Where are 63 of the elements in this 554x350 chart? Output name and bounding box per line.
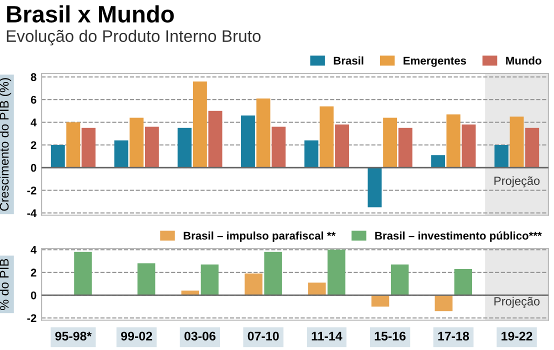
bar [328,250,346,296]
y-tick-label: -2 [27,314,36,322]
bar [241,115,255,168]
bar [383,118,398,168]
bar [335,124,349,168]
bar [50,144,65,168]
bar [390,264,409,296]
bar [371,295,390,307]
y-tick-label: 2 [30,141,36,149]
bar [431,155,446,168]
bar [308,282,326,296]
bar [192,81,207,168]
bar [510,116,524,168]
x-tick-label: 95-98* [55,332,92,341]
band-label: Projeção [494,176,540,188]
bar [454,269,472,296]
x-tick-label: 11-14 [312,332,342,340]
y-tick-label: -2 [27,186,36,194]
bar [368,168,382,208]
bar [66,122,80,168]
y-tick-label: 6 [30,96,36,104]
y-tick-label: 4 [30,246,37,254]
bar [144,126,159,168]
bar [525,128,540,168]
bar [244,274,262,296]
bar [114,140,128,168]
chart-subtitle: Evolução do Produto Interno Bruto [6,30,261,46]
bar [130,118,144,168]
x-tick-label: 99-02 [121,332,152,341]
bar [398,128,412,168]
bar [494,144,508,168]
bar [137,263,156,296]
x-tick-label: 07-10 [248,332,279,341]
y-tick-label: 8 [30,73,36,82]
y-tick-label: 4 [30,118,37,126]
legend-label: Brasil [334,56,364,65]
chart-title: Brasil x Mundo [7,5,174,23]
bar [256,98,270,168]
x-tick-label: 17-18 [438,332,470,341]
bar [74,252,92,296]
x-tick-label: 15-16 [374,332,406,341]
bar [272,126,286,168]
bar [178,128,192,168]
band-label: Projeção [494,296,540,308]
y-tick-label: -4 [27,209,37,218]
legend-label: Mundo [506,56,542,65]
bar [264,252,282,296]
bar [462,124,476,168]
bar [200,264,219,296]
bar [304,140,318,168]
legend-label: Brasil – investimento público*** [375,231,542,242]
legend-label: Emergentes [404,56,466,67]
y-tick-label: 0 [30,164,36,172]
legend-label: Brasil – impulso parafiscal ** [184,231,336,242]
bar [208,110,222,168]
y-tick-label: 2 [30,268,36,276]
bar [82,128,96,168]
y-tick-label: 0 [30,291,36,300]
bar [320,106,334,168]
bar [434,295,453,312]
bar [446,114,460,168]
x-tick-label: 19-22 [502,332,532,341]
x-tick-label: 03-06 [184,332,216,341]
